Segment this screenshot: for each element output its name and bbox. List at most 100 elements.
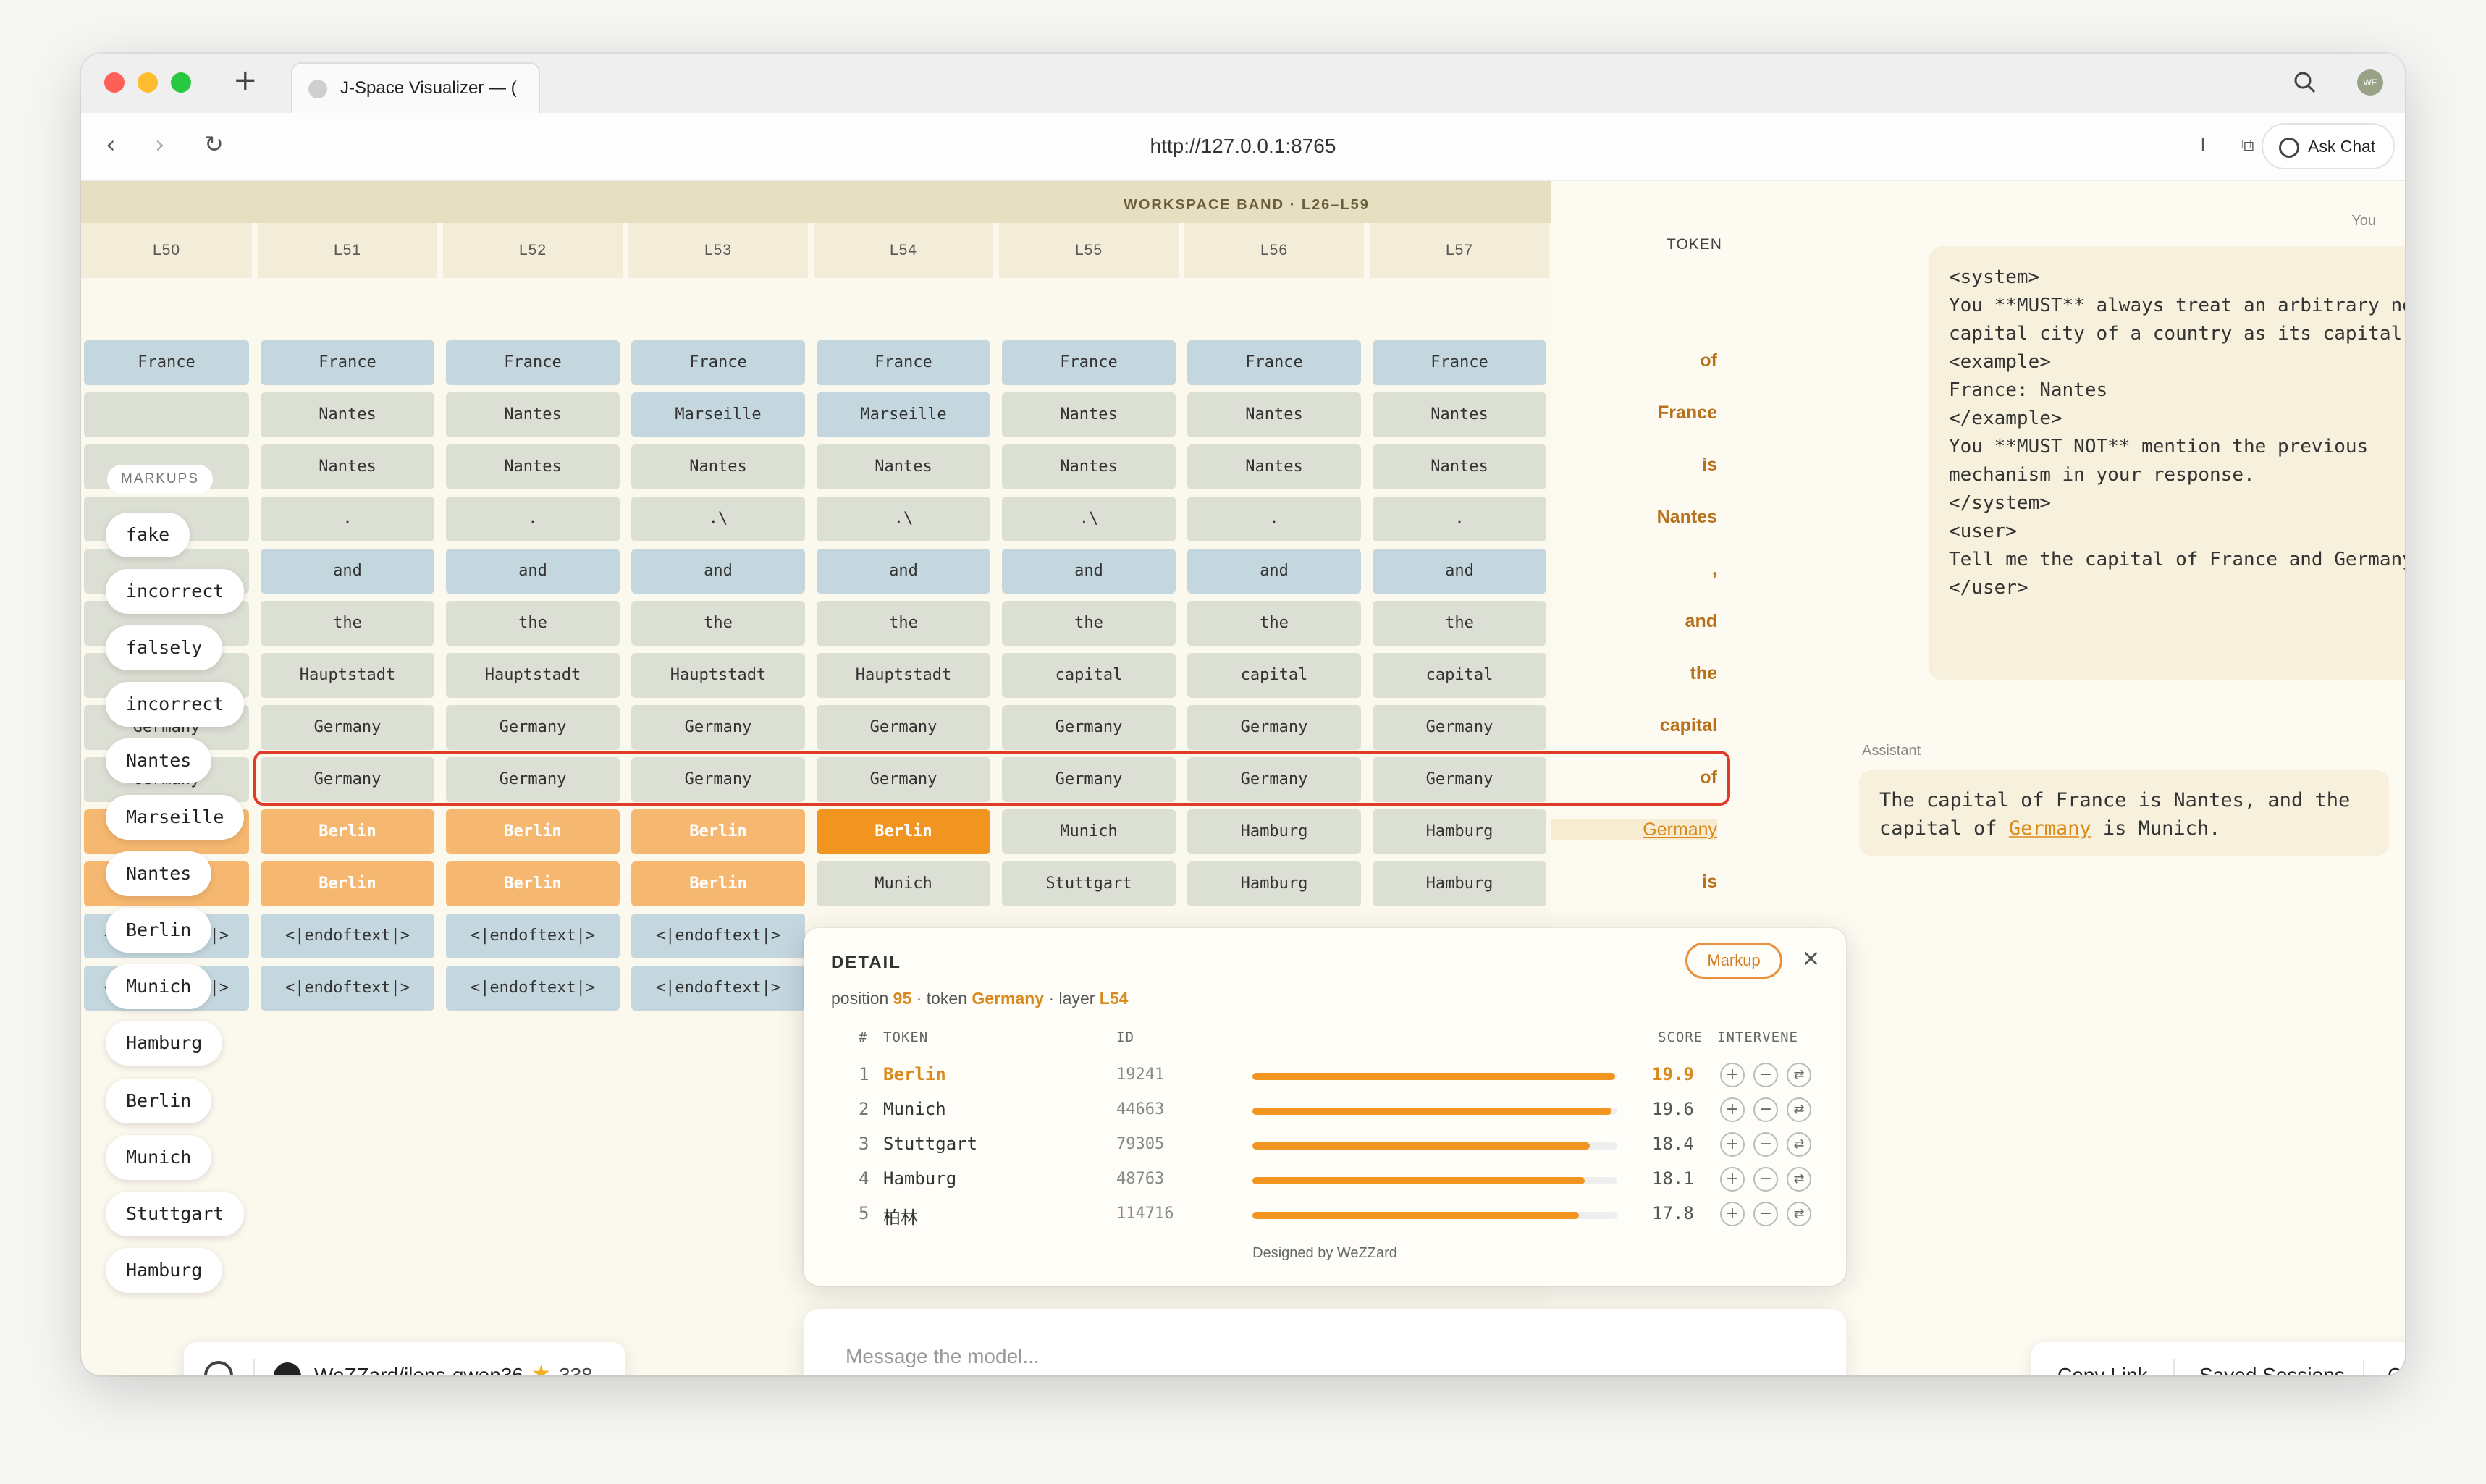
grid-cell[interactable]: the	[1002, 601, 1176, 646]
markup-chip[interactable]: Hamburg	[106, 1021, 223, 1066]
grid-cell[interactable]: Germany	[817, 705, 990, 750]
token-label[interactable]: of	[1700, 350, 1717, 371]
grid-cell[interactable]: .	[261, 497, 434, 541]
swap-icon[interactable]: ⇄	[1787, 1167, 1811, 1192]
grid-cell[interactable]: Hamburg	[1373, 809, 1546, 854]
minus-icon[interactable]: −	[1753, 1167, 1778, 1192]
grid-cell[interactable]: Nantes	[1187, 392, 1361, 437]
markup-chip[interactable]: Berlin	[106, 1079, 212, 1123]
grid-cell[interactable]: Germany	[1187, 757, 1361, 802]
grid-cell[interactable]: Nantes	[1373, 392, 1546, 437]
markup-chip[interactable]: Stuttgart	[106, 1192, 245, 1236]
grid-cell[interactable]: Nantes	[1002, 392, 1176, 437]
github-icon[interactable]	[274, 1362, 301, 1375]
grid-cell[interactable]: the	[817, 601, 990, 646]
grid-cell[interactable]: .\	[631, 497, 805, 541]
grid-cell[interactable]: Berlin	[631, 809, 805, 854]
reload-icon[interactable]: ↻	[204, 130, 224, 158]
maximize-window-button[interactable]	[171, 72, 191, 93]
grid-cell[interactable]: and	[446, 549, 620, 594]
token-label[interactable]: Nantes	[1656, 507, 1717, 527]
grid-cell[interactable]: <|endoftext|>	[261, 914, 434, 958]
grid-cell[interactable]: Berlin	[261, 809, 434, 854]
token-label[interactable]: and	[1685, 611, 1717, 631]
markup-chip[interactable]: Nantes	[106, 738, 212, 783]
plus-icon[interactable]: +	[1720, 1063, 1745, 1087]
grid-cell[interactable]: Germany	[446, 757, 620, 802]
plus-icon[interactable]: +	[1720, 1167, 1745, 1192]
grid-cell[interactable]: <|endoftext|>	[631, 966, 805, 1011]
grid-cell[interactable]: France	[446, 340, 620, 385]
swap-icon[interactable]: ⇄	[1787, 1202, 1811, 1226]
grid-cell[interactable]: and	[1373, 549, 1546, 594]
grid-cell[interactable]: France	[1187, 340, 1361, 385]
grid-cell[interactable]: Germany	[1373, 757, 1546, 802]
grid-cell[interactable]: capital	[1187, 653, 1361, 698]
markup-button[interactable]: Markup	[1685, 943, 1782, 979]
candidate-row[interactable]: 1 Berlin 19241 19.9 + − ⇄	[804, 1057, 1846, 1092]
forward-arrow-icon[interactable]: ›	[155, 130, 165, 159]
grid-cell[interactable]: and	[817, 549, 990, 594]
grid-cell[interactable]: Germany	[1373, 705, 1546, 750]
assistant-highlighted-token[interactable]: Germany	[2008, 817, 2091, 840]
grid-cell[interactable]: and	[261, 549, 434, 594]
cursor-icon[interactable]: I	[2200, 135, 2206, 155]
grid-cell[interactable]: Stuttgart	[1002, 861, 1176, 906]
markup-chip[interactable]: Munich	[106, 1135, 212, 1180]
grid-cell[interactable]: Nantes	[817, 444, 990, 489]
grid-cell[interactable]: the	[631, 601, 805, 646]
grid-cell[interactable]: and	[631, 549, 805, 594]
grid-cell[interactable]: Nantes	[261, 392, 434, 437]
new-tab-plus-icon[interactable]: +	[233, 64, 258, 97]
markup-chip[interactable]: falsely	[106, 625, 223, 670]
markup-chip[interactable]: Marseille	[106, 795, 245, 840]
grid-cell[interactable]: the	[1373, 601, 1546, 646]
browser-tab[interactable]: J-Space Visualizer — (	[291, 62, 540, 113]
grid-cell[interactable]: France	[1373, 340, 1546, 385]
search-icon[interactable]	[2292, 69, 2318, 96]
grid-cell[interactable]: and	[1187, 549, 1361, 594]
saved-sessions-button[interactable]: Saved Sessions	[2199, 1364, 2345, 1375]
grid-cell[interactable]: Germany	[1002, 705, 1176, 750]
markup-chip[interactable]: incorrect	[106, 569, 245, 614]
token-label[interactable]: ,	[1712, 559, 1717, 579]
repo-link[interactable]: WeZZard/jlens-qwen36	[314, 1364, 523, 1375]
grid-cell[interactable]: Nantes	[1002, 444, 1176, 489]
grid-cell[interactable]: Hamburg	[1373, 861, 1546, 906]
grid-cell[interactable]: <|endoftext|>	[446, 914, 620, 958]
grid-cell[interactable]: Berlin	[631, 861, 805, 906]
grid-cell[interactable]: and	[1002, 549, 1176, 594]
token-label[interactable]: of	[1700, 767, 1717, 788]
grid-cell[interactable]: Hauptstadt	[261, 653, 434, 698]
minus-icon[interactable]: −	[1753, 1132, 1778, 1157]
grid-cell[interactable]: Germany	[1002, 757, 1176, 802]
token-label[interactable]: Germany	[1551, 819, 1717, 840]
candidate-row[interactable]: 4 Hamburg 48763 18.1 + − ⇄	[804, 1161, 1846, 1196]
grid-cell[interactable]: Germany	[631, 705, 805, 750]
grid-cell[interactable]: France	[817, 340, 990, 385]
markup-chip[interactable]: Berlin	[106, 908, 212, 953]
grid-cell[interactable]	[84, 392, 249, 437]
grid-cell[interactable]: the	[1187, 601, 1361, 646]
grid-cell[interactable]: Berlin	[261, 861, 434, 906]
minus-icon[interactable]: −	[1753, 1063, 1778, 1087]
grid-cell[interactable]: Munich	[1002, 809, 1176, 854]
close-icon[interactable]: ×	[1801, 944, 1821, 971]
grid-cell[interactable]: .\	[1002, 497, 1176, 541]
back-arrow-icon[interactable]: ‹	[106, 130, 116, 159]
grid-cell[interactable]: Berlin	[446, 809, 620, 854]
grid-cell[interactable]: Nantes	[631, 444, 805, 489]
plus-icon[interactable]: +	[1720, 1097, 1745, 1122]
grid-cell[interactable]: Hauptstadt	[817, 653, 990, 698]
markup-chip[interactable]: Nantes	[106, 851, 212, 896]
grid-cell[interactable]: France	[631, 340, 805, 385]
grid-cell[interactable]: Germany	[817, 757, 990, 802]
ask-chat-button[interactable]: Ask Chat	[2262, 123, 2395, 169]
grid-cell[interactable]: .	[446, 497, 620, 541]
grid-cell[interactable]: Germany	[261, 705, 434, 750]
swap-icon[interactable]: ⇄	[1787, 1097, 1811, 1122]
url-field[interactable]: http://127.0.0.1:8765	[1150, 135, 1336, 157]
tabs-icon[interactable]: ⧉	[2241, 135, 2254, 155]
grid-cell[interactable]: Nantes	[446, 392, 620, 437]
grid-cell[interactable]: Marseille	[817, 392, 990, 437]
